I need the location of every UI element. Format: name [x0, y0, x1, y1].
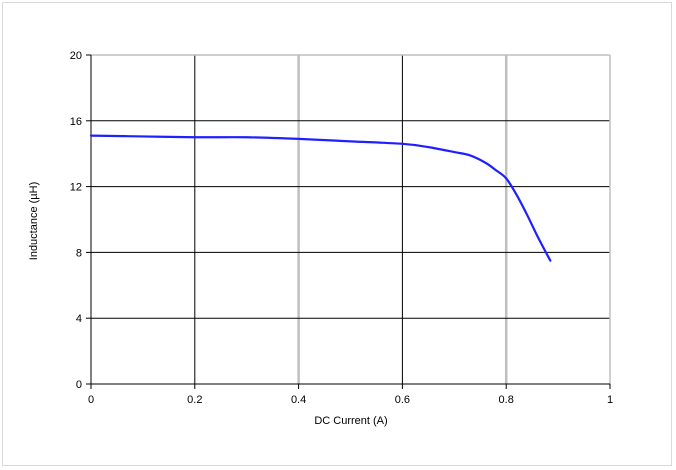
- inductance-curve: [89, 134, 552, 262]
- x-tick-label: 1: [607, 394, 613, 406]
- y-tick-label: 4: [76, 313, 82, 325]
- x-tick-label: 0.2: [187, 394, 202, 406]
- x-tick-label: 0.8: [499, 394, 514, 406]
- y-tick-label: 20: [70, 50, 82, 62]
- y-tick-labels: 0 4 8 12 16 20: [70, 50, 82, 391]
- y-axis-title: Inductance (µH): [28, 182, 40, 260]
- chart-frame: 0 0.2 0.4 0.6 0.8 1 0 4 8 12 16 20 DC Current (A) …: [2, 2, 672, 466]
- x-tick-label: 0.4: [291, 394, 306, 406]
- y-tick-label: 8: [76, 247, 82, 259]
- x-axis-title: DC Current (A): [314, 415, 387, 427]
- x-tick-label: 0: [88, 394, 94, 406]
- x-tick-label: 0.6: [395, 394, 410, 406]
- y-tick-label: 16: [70, 116, 82, 128]
- series: [89, 134, 552, 262]
- axes: [86, 54, 611, 389]
- grid: [91, 54, 610, 384]
- y-tick-label: 12: [70, 182, 82, 194]
- y-tick-label: 0: [76, 379, 82, 391]
- x-tick-labels: 0 0.2 0.4 0.6 0.8 1: [88, 394, 613, 406]
